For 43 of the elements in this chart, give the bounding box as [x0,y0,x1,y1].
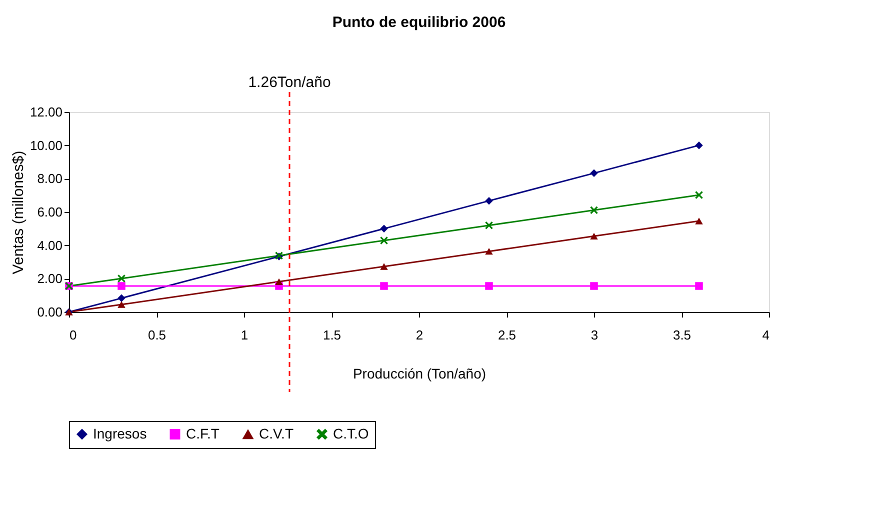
point [118,301,126,308]
x-tick-label: 2 [416,328,424,342]
point [590,169,598,178]
point [590,232,598,240]
point [118,274,126,282]
x-tick-label: 3.5 [672,328,692,342]
x-axis-title: Producción (Ton/año) [352,366,486,382]
legend-label: C.V.T [259,426,294,442]
y-tick-label: 4.00 [37,238,62,253]
point [485,282,493,290]
x-tick-label: 3 [590,328,598,342]
legend-label: C.T.O [333,425,369,442]
point [485,248,493,255]
x-tick-label: 4 [762,328,770,342]
x-tick-label: 0 [70,328,77,342]
y-axis-title: Ventas (millones$) [10,150,27,274]
y-tick-label: 8.00 [37,171,62,186]
point [695,282,703,290]
point [590,282,598,290]
x-tick-label: 0.5 [148,328,166,342]
legend-label: Ingresos [93,425,147,442]
chart-title: Punto de equilibrio 2006 [332,14,506,31]
x-tick-label: 1 [240,328,248,342]
y-tick-label: 2.00 [37,271,62,286]
point [695,141,703,150]
y-tick-label: 0.00 [37,304,62,320]
point [118,282,126,290]
point [380,263,388,270]
point [380,236,388,244]
point [118,294,126,302]
y-tick-label: 12.00 [30,104,62,120]
legend-label: C.F.T [186,425,220,442]
point [695,191,703,199]
point [275,278,283,286]
x-tick-label: 2.5 [498,328,516,342]
x-tick-label: 1.5 [322,328,342,342]
y-tick-label: 10.00 [30,138,62,153]
point [695,218,703,224]
point [380,224,388,233]
ref-line-label: 1.26Ton/año [248,74,331,91]
y-tick-label: 6.00 [37,204,62,220]
point [485,196,493,205]
point [380,282,388,290]
